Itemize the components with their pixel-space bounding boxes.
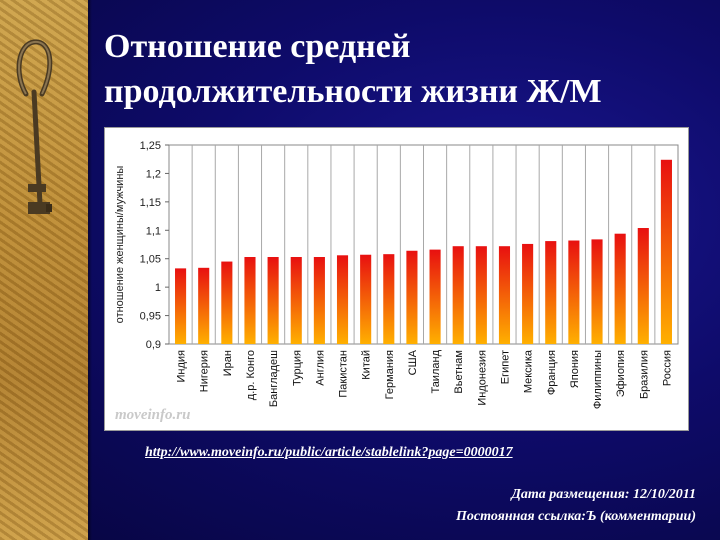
bar-chart: 0,9 0,95 1 1,05 1,1 1,15 1,2 1,25 отношение женщ… <box>114 140 679 409</box>
bar <box>406 250 418 344</box>
category-label: Филиппины <box>592 350 604 409</box>
category-label: Франция <box>546 350 558 395</box>
category-label: Иран <box>222 350 234 376</box>
category-label: Япония <box>569 350 581 388</box>
bar <box>360 254 372 344</box>
category-label: Египет <box>499 350 511 384</box>
bar <box>660 159 672 344</box>
title-line-2: продолжительности жизни Ж/М <box>104 73 602 110</box>
category-label: Эфиопия <box>615 350 627 397</box>
watermark: moveinfo.ru <box>115 407 191 423</box>
y-tick-label: 1,1 <box>146 225 161 237</box>
category-label: Нигерия <box>199 350 211 392</box>
category-label: Англия <box>314 350 326 386</box>
permalink-text[interactable]: Постоянная ссылка:Ъ (комментарии) <box>456 509 696 524</box>
bar <box>568 240 580 344</box>
category-label: Бразилия <box>638 350 650 399</box>
category-label: США <box>407 349 419 375</box>
bar <box>637 228 649 344</box>
y-tick-label: 1,05 <box>140 254 161 266</box>
category-label: Германия <box>384 350 396 399</box>
bar <box>175 268 187 344</box>
y-tick-label: 0,95 <box>140 311 161 323</box>
chart-panel: 0,9 0,95 1 1,05 1,1 1,15 1,2 1,25 отношение женщ… <box>104 127 689 431</box>
bar <box>313 257 325 344</box>
slide-title: Отношение средней продолжительности жизн… <box>104 24 704 114</box>
publication-date: Дата размещения: 12/10/2011 <box>511 487 696 502</box>
y-tick-label: 0,9 <box>146 339 161 351</box>
category-label: Россия <box>661 350 673 386</box>
bar <box>522 243 534 344</box>
category-label: Турция <box>291 350 303 386</box>
category-label: Мексика <box>523 349 535 393</box>
bar <box>545 241 557 344</box>
bar <box>591 239 603 344</box>
y-tick-label: 1,2 <box>146 168 161 180</box>
bar <box>267 257 279 344</box>
y-tick-label: 1,15 <box>140 197 161 209</box>
category-label: Индонезия <box>476 350 488 406</box>
bar <box>614 233 626 344</box>
bar <box>336 255 349 344</box>
category-label: Пакистан <box>338 350 350 398</box>
antique-key-icon <box>16 39 53 214</box>
bar <box>383 254 395 344</box>
category-label: Вьетнам <box>453 350 465 394</box>
bar <box>290 257 302 344</box>
bar <box>429 249 441 344</box>
category-label: Таиланд <box>430 349 442 393</box>
bar <box>452 246 464 344</box>
bar <box>198 267 210 344</box>
category-label: д.р. Конго <box>245 350 257 400</box>
title-line-1: Отношение средней <box>104 28 411 65</box>
category-label: Бангладеш <box>268 350 280 407</box>
bar <box>244 257 256 344</box>
y-tick-label: 1 <box>155 282 161 294</box>
bar <box>498 246 511 344</box>
bar <box>475 246 487 344</box>
category-label: Китай <box>361 350 373 380</box>
y-axis-label: отношение женщины/мужчины <box>114 166 126 324</box>
strip-shadow <box>88 0 92 540</box>
category-label: Индия <box>176 350 188 383</box>
bar <box>221 261 233 344</box>
source-link[interactable]: http://www.moveinfo.ru/public/article/st… <box>145 445 513 460</box>
y-tick-label: 1,25 <box>140 140 161 152</box>
